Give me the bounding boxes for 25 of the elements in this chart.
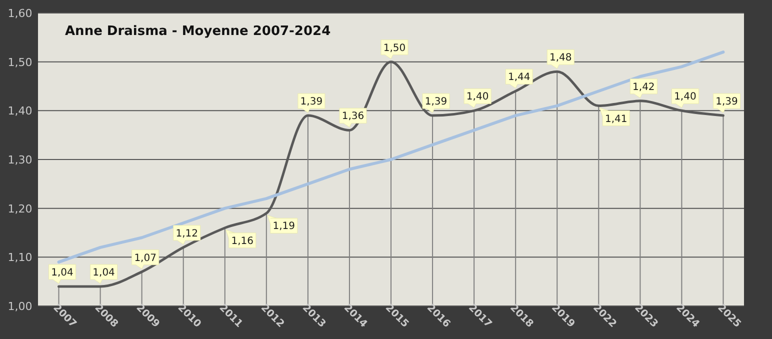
data-label: 1,12 <box>176 228 198 240</box>
data-label: 1,48 <box>549 52 572 64</box>
data-label: 1,42 <box>632 82 655 93</box>
data-label: 1,36 <box>342 111 364 122</box>
data-label: 1,39 <box>716 96 738 108</box>
data-label: 1,39 <box>424 96 448 108</box>
data-label: 1,44 <box>508 72 530 84</box>
data-label: 1,04 <box>92 267 115 278</box>
y-tick-label: 1,50 <box>8 56 32 69</box>
data-label: 1,04 <box>51 267 74 278</box>
data-label: 1,07 <box>134 252 156 264</box>
y-tick-label: 1,00 <box>8 300 32 313</box>
y-tick-label: 1,60 <box>8 7 32 20</box>
data-label: 1,50 <box>383 42 406 54</box>
y-tick-label: 1,30 <box>8 154 32 166</box>
data-label: 1,19 <box>272 221 296 232</box>
y-tick-label: 1,20 <box>8 202 32 216</box>
data-label: 1,16 <box>231 236 254 247</box>
data-label: 1,39 <box>300 96 323 108</box>
data-label: 1,40 <box>466 92 489 103</box>
y-tick-label: 1,10 <box>8 251 32 264</box>
text: Anne Draisma - Moyenne 2007-2024 <box>65 24 331 39</box>
y-tick-label: 1,40 <box>8 104 32 118</box>
data-label: 1,40 <box>674 92 696 103</box>
data-label: 1,41 <box>605 114 628 125</box>
